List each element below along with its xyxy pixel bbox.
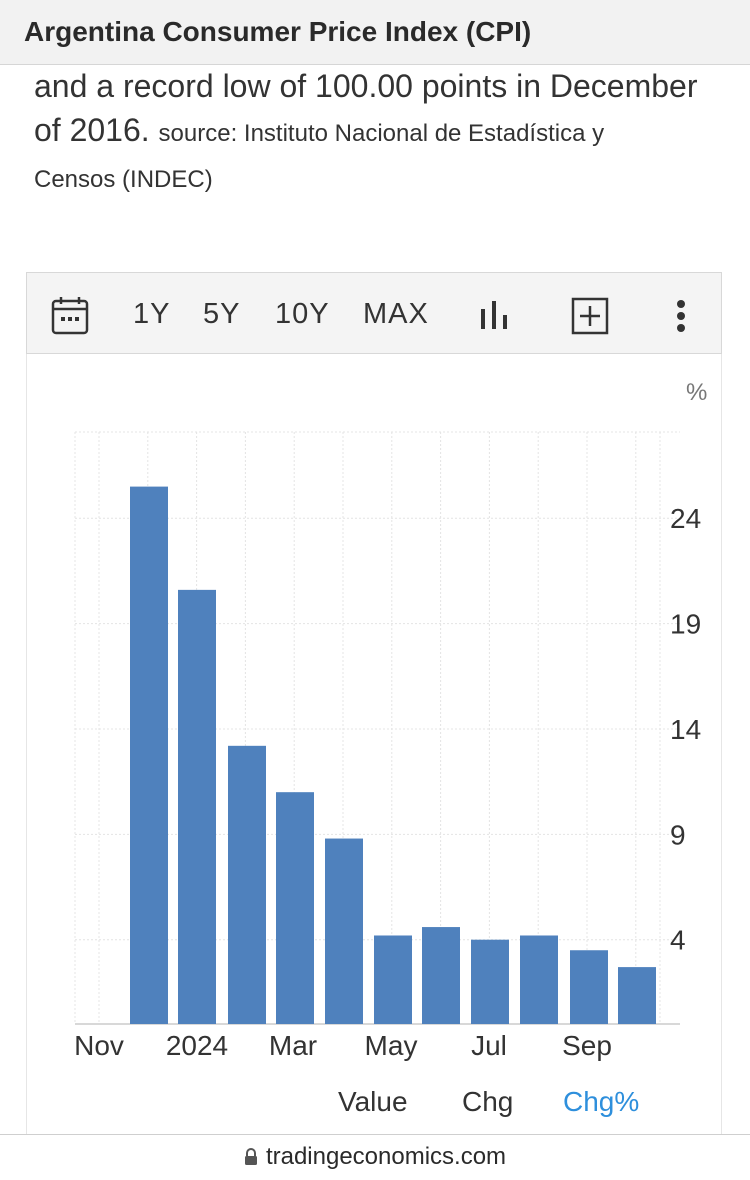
- description-text: and a record low of 100.00 points in Dec…: [34, 64, 718, 196]
- bar-chart-icon[interactable]: [479, 273, 509, 355]
- calendar-icon[interactable]: [51, 273, 89, 355]
- description-line-2-big: of 2016.: [34, 112, 150, 148]
- x-tick-label: May: [365, 1030, 418, 1061]
- page-title: Argentina Consumer Price Index (CPI): [24, 16, 532, 47]
- bar: [374, 935, 412, 1024]
- plus-square-icon[interactable]: [571, 273, 609, 355]
- range-1y-button[interactable]: 1Y: [133, 298, 171, 330]
- browser-address-bar[interactable]: tradingeconomics.com: [0, 1134, 750, 1180]
- tab-value[interactable]: Value: [338, 1086, 408, 1117]
- chart-frame: [26, 354, 722, 1134]
- bar: [618, 967, 656, 1024]
- y-tick-label: 24: [670, 503, 701, 534]
- bar: [570, 950, 608, 1024]
- tab-chg-percent[interactable]: Chg%: [563, 1086, 640, 1117]
- description-line-2: of 2016. source: Instituto Nacional de E…: [34, 108, 718, 156]
- bar: [130, 486, 168, 1025]
- x-tick-label: Mar: [269, 1030, 317, 1061]
- y-tick-label: 14: [670, 714, 701, 745]
- bar: [178, 589, 216, 1024]
- x-tick-label: Nov: [74, 1030, 124, 1061]
- x-tick-label: 2024: [166, 1030, 228, 1061]
- y-tick-label: 4: [670, 925, 686, 956]
- lock-icon: [244, 1148, 257, 1165]
- description-line-1: and a record low of 100.00 points in Dec…: [34, 68, 698, 104]
- range-5y-button[interactable]: 5Y: [203, 298, 241, 330]
- bar: [276, 792, 314, 1024]
- source-text: source: Instituto Nacional de Estadístic…: [158, 120, 605, 147]
- description-line-3: Censos (INDEC): [34, 166, 213, 193]
- bar: [520, 935, 558, 1024]
- y-tick-label: 9: [670, 819, 686, 850]
- bar: [422, 927, 460, 1024]
- address-url[interactable]: tradingeconomics.com: [0, 1143, 750, 1171]
- x-tick-label: Jul: [471, 1030, 507, 1061]
- more-vertical-icon[interactable]: [675, 273, 687, 355]
- bar: [325, 838, 363, 1024]
- x-tick-label: Sep: [562, 1030, 612, 1061]
- tab-chg[interactable]: Chg: [462, 1086, 514, 1117]
- y-tick-label: 19: [670, 609, 701, 640]
- y-unit-label: %: [686, 379, 707, 406]
- bar: [228, 745, 266, 1024]
- address-url-text: tradingeconomics.com: [265, 1143, 507, 1170]
- bar: [471, 939, 509, 1024]
- range-10y-button[interactable]: 10Y: [275, 298, 330, 330]
- range-max-button[interactable]: MAX: [363, 298, 429, 330]
- page-header: Argentina Consumer Price Index (CPI): [0, 0, 750, 65]
- chart-toolbar: 1Y 5Y 10Y MAX: [26, 272, 722, 354]
